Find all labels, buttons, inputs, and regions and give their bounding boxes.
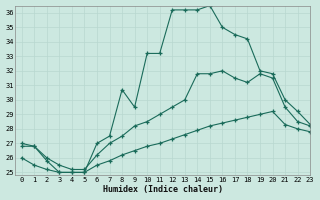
X-axis label: Humidex (Indice chaleur): Humidex (Indice chaleur) [103, 185, 223, 194]
